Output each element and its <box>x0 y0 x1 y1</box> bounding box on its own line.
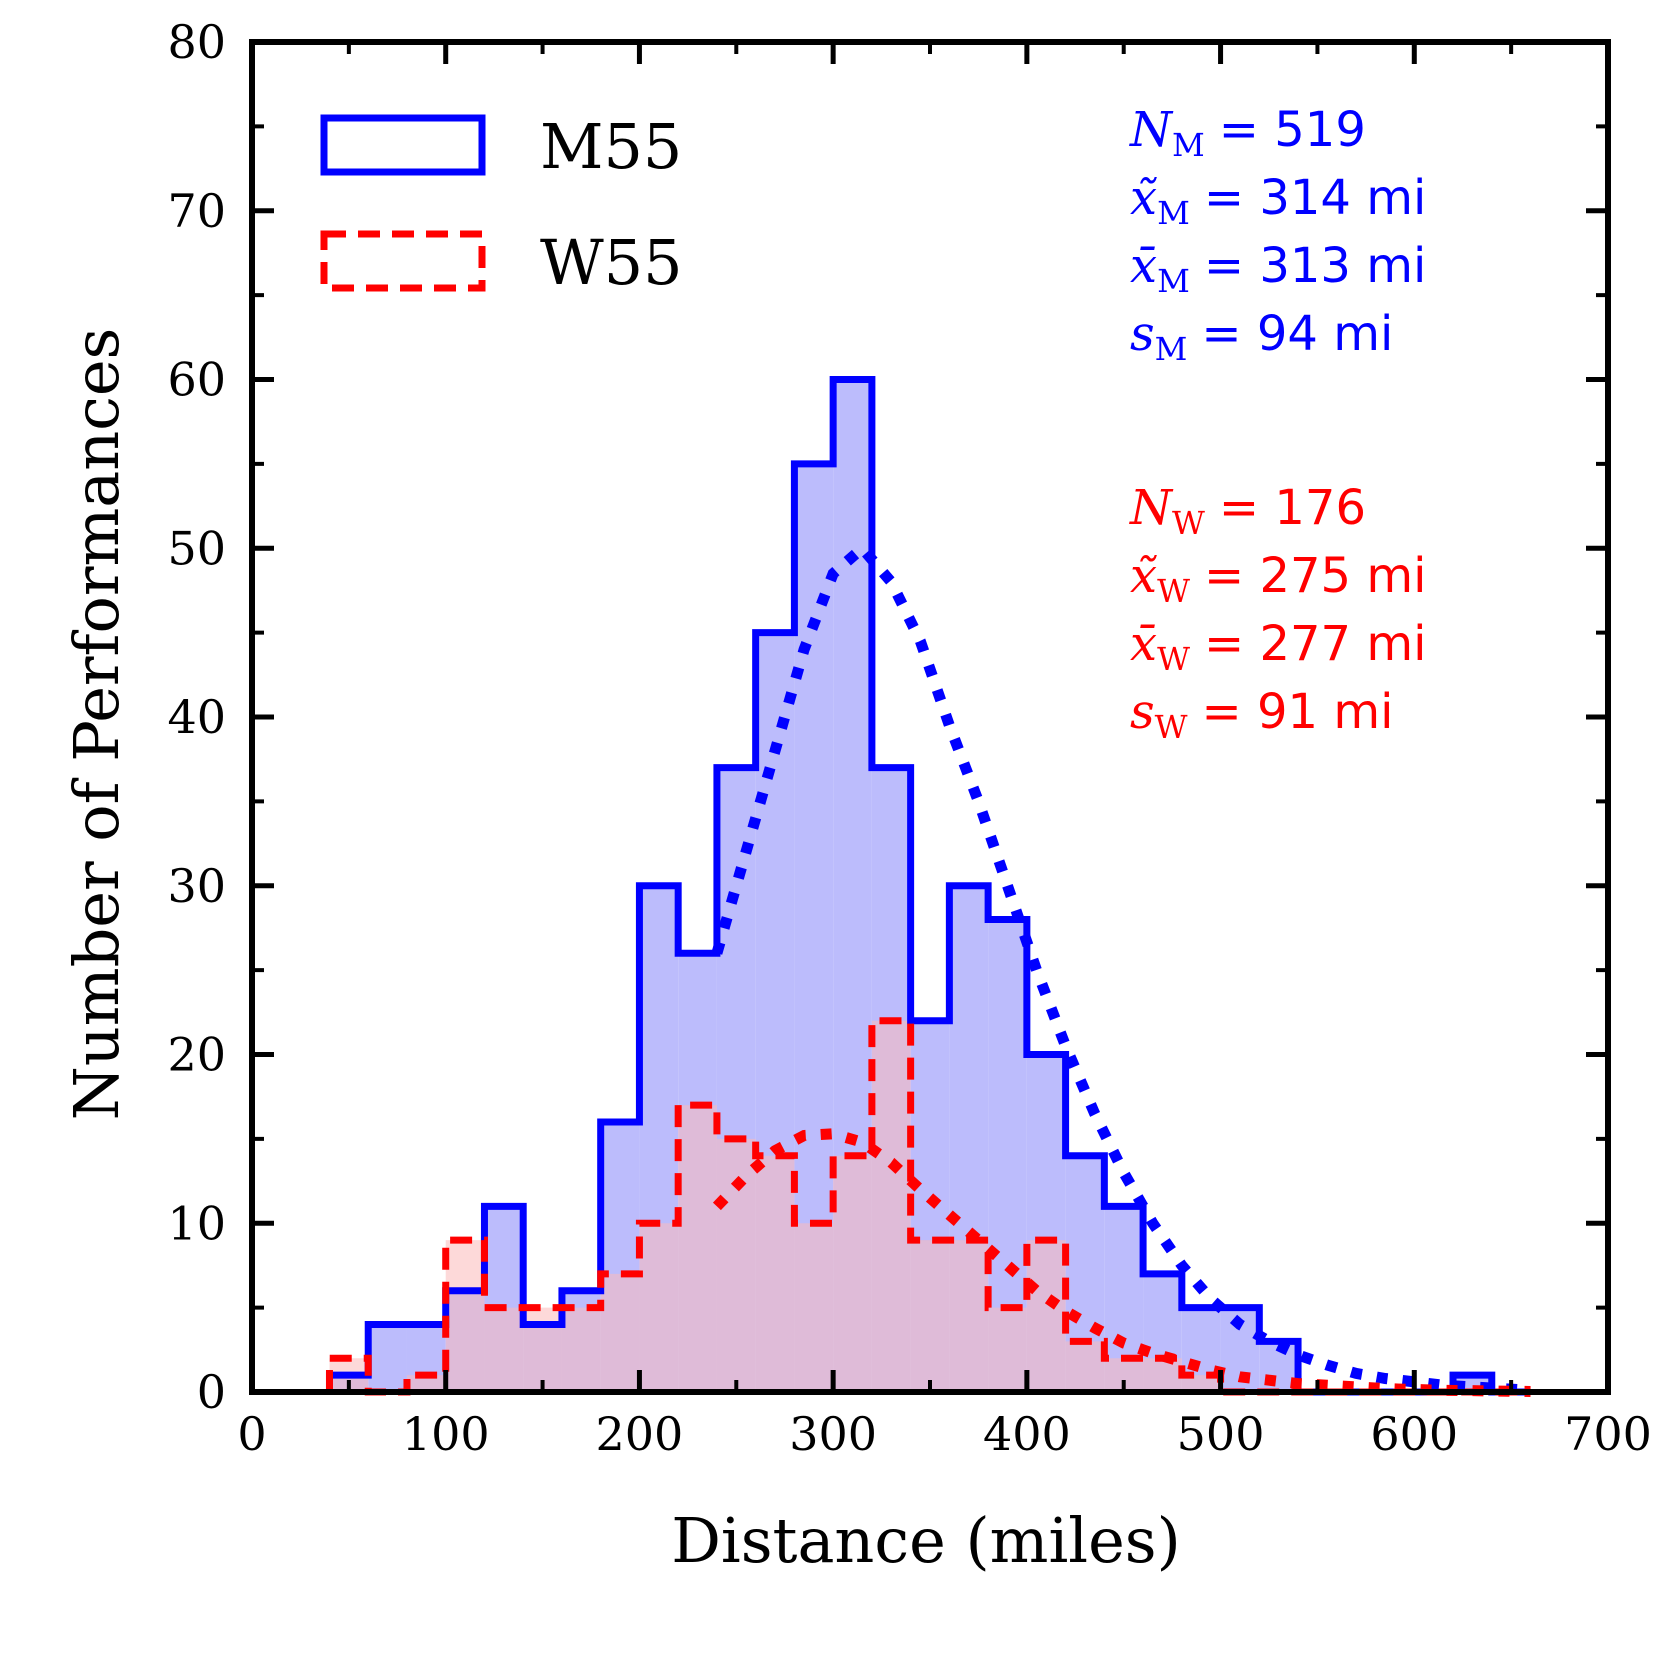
y-tick-label: 30 <box>167 859 226 913</box>
m55-normal-fit <box>711 540 1531 1396</box>
legend-label-m55: M55 <box>540 110 682 183</box>
x-tick-label: 0 <box>237 1407 266 1461</box>
w55-bar-140 <box>523 1307 562 1392</box>
x-tick-label: 400 <box>983 1407 1071 1461</box>
w55-bar-340 <box>910 1240 950 1392</box>
w55-bar-400 <box>1026 1240 1066 1392</box>
y-tick-label: 60 <box>167 353 226 407</box>
x-tick-label: 700 <box>1564 1407 1652 1461</box>
stat-m-count: NM = 519 <box>1129 102 1366 164</box>
w55-normal-fit <box>712 1128 1531 1397</box>
w55-bar-260 <box>755 1155 795 1392</box>
stats-w55: NW = 176 x̃W = 275 mi x̄W = 277 mi sW = 91 m… <box>1129 480 1426 746</box>
w55-bar-280 <box>794 1223 834 1392</box>
legend: M55 W55 <box>320 110 683 299</box>
y-tick-label: 40 <box>167 690 226 744</box>
stat-m-std: sM = 94 mi <box>1130 306 1393 368</box>
w55-bar-240 <box>716 1138 756 1392</box>
w55-bar-80 <box>406 1375 446 1392</box>
x-tick-label: 200 <box>596 1407 684 1461</box>
w55-bar-120 <box>484 1307 524 1392</box>
stat-m-mean: x̄M = 313 mi <box>1130 238 1426 300</box>
w55-bar-480 <box>1181 1375 1221 1392</box>
w55-bar-220 <box>678 1105 717 1392</box>
w55-bar-160 <box>561 1307 601 1392</box>
histogram-outlines <box>325 376 1531 1396</box>
w55-histogram-outline <box>325 1017 1531 1396</box>
y-tick-label: 0 <box>197 1365 226 1419</box>
stats-m55: NM = 519 x̃M = 314 mi x̄M = 313 mi sM = 94 m… <box>1129 102 1426 368</box>
w55-bar-200 <box>639 1223 679 1392</box>
x-tick-label: 300 <box>789 1407 877 1461</box>
x-tick-label: 100 <box>402 1407 490 1461</box>
stat-w-std: sW = 91 mi <box>1130 684 1393 746</box>
w55-bar-460 <box>1143 1358 1182 1392</box>
axis-tick-labels: 0 100 200 300 400 500 600 700 0 10 20 30 40 50 60 70 80 <box>167 15 1651 1461</box>
y-tick-label: 70 <box>167 184 226 238</box>
histogram-fills <box>329 379 1492 1392</box>
legend-label-w55: W55 <box>540 226 683 299</box>
m55-histogram-outline <box>325 376 1531 1396</box>
normal-fit-curves <box>711 540 1531 1397</box>
legend-swatch-w55 <box>320 230 486 292</box>
y-tick-label: 20 <box>167 1028 226 1082</box>
y-axis-title: Number of Performances <box>60 328 133 1121</box>
axis-ticks <box>249 39 1611 1395</box>
w55-bar-320 <box>871 1020 911 1392</box>
m55-bar-60 <box>368 1324 407 1392</box>
y-tick-label: 80 <box>167 15 226 69</box>
w55-bar-360 <box>949 1240 989 1392</box>
x-tick-label: 500 <box>1177 1407 1265 1461</box>
legend-swatch-m55 <box>320 114 486 176</box>
w55-bar-180 <box>600 1273 640 1392</box>
w55-bar-420 <box>1065 1341 1105 1392</box>
stat-m-median: x̃M = 314 mi <box>1130 170 1426 232</box>
w55-bar-100 <box>445 1240 485 1392</box>
stat-w-mean: x̄W = 277 mi <box>1130 616 1426 678</box>
x-tick-label: 600 <box>1370 1407 1458 1461</box>
stat-w-count: NW = 176 <box>1129 480 1366 542</box>
w55-bar-380 <box>988 1307 1027 1392</box>
y-tick-label: 10 <box>167 1196 226 1250</box>
y-tick-label: 50 <box>167 521 226 575</box>
stat-w-median: x̃W = 275 mi <box>1130 548 1426 610</box>
w55-bar-300 <box>833 1155 872 1392</box>
x-axis-title: Distance (miles) <box>671 1504 1181 1577</box>
